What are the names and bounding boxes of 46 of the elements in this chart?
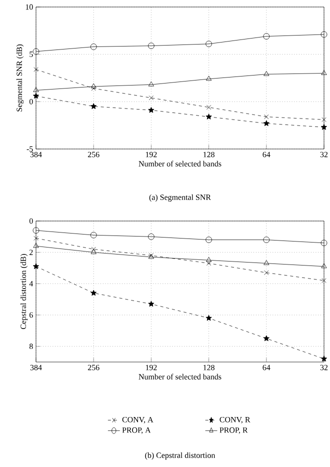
point: [148, 96, 154, 100]
point: [263, 236, 270, 243]
point: [148, 81, 154, 86]
point: [34, 236, 38, 241]
point: [322, 278, 326, 283]
point: [206, 260, 212, 266]
point: [320, 356, 328, 362]
point: [263, 33, 270, 40]
point: [32, 92, 40, 99]
point: [32, 263, 40, 270]
point: [322, 117, 326, 122]
point: [206, 256, 212, 262]
point: [90, 290, 97, 296]
point: [320, 240, 328, 246]
point: [90, 83, 96, 88]
point: [321, 70, 327, 75]
point: [90, 232, 97, 238]
point: [32, 48, 40, 55]
point: [32, 227, 40, 234]
point: [91, 246, 96, 252]
point: [148, 300, 154, 307]
point: [206, 105, 212, 110]
point: [148, 106, 154, 113]
point: [264, 114, 269, 120]
point: [264, 260, 270, 265]
point: [206, 236, 212, 243]
point: [206, 40, 212, 48]
point: [206, 314, 212, 321]
point: [263, 120, 270, 126]
point: [91, 86, 96, 91]
point: [320, 31, 328, 38]
point: [34, 67, 38, 72]
point: [206, 114, 212, 120]
point: [33, 87, 39, 92]
point: [264, 71, 270, 76]
point: [264, 270, 269, 276]
point: [148, 42, 154, 49]
point: [90, 103, 97, 110]
point: [263, 335, 270, 342]
point: [321, 263, 327, 268]
point: [148, 233, 154, 240]
point: [33, 242, 39, 248]
point: [206, 76, 212, 81]
point: [90, 249, 96, 254]
point: [90, 44, 97, 50]
point: [320, 124, 328, 130]
